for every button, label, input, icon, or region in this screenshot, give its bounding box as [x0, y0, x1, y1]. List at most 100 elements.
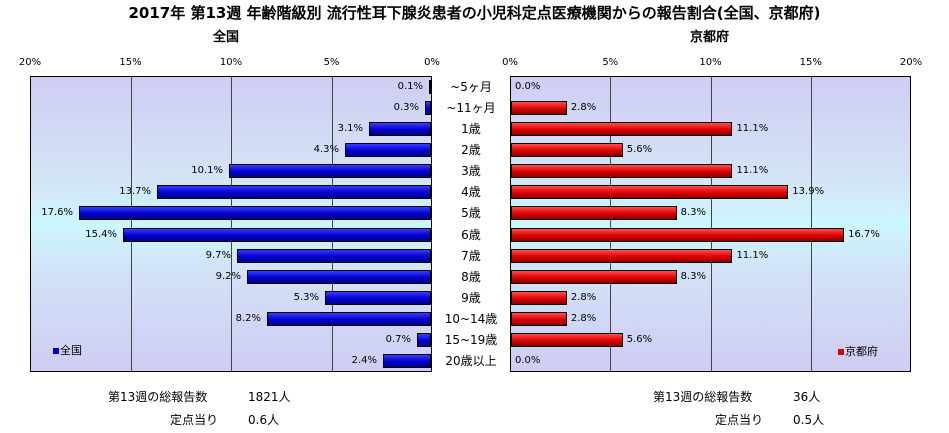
national-per-value: 0.6人 — [248, 413, 280, 427]
kyoto-data-label: 5.6% — [626, 334, 653, 346]
national-bar — [157, 185, 431, 200]
national-data-label: 17.6% — [41, 207, 73, 219]
national-bar — [369, 121, 431, 136]
kyoto-per-value: 0.5人 — [793, 413, 825, 427]
national-legend: 全国 — [53, 345, 82, 357]
age-category-label: 5歳 — [461, 206, 481, 221]
age-category-label: 3歳 — [461, 164, 481, 179]
national-data-label: 13.7% — [119, 186, 151, 198]
chart-title: 2017年 第13週 年齢階級別 流行性耳下腺炎患者の小児科定点医療機関からの報… — [128, 4, 821, 22]
age-category-label: ~11ヶ月 — [446, 100, 496, 115]
kyoto-bar — [511, 100, 567, 115]
national-bar — [429, 79, 431, 94]
kyoto-bar — [511, 269, 677, 284]
kyoto-data-label: 2.8% — [570, 292, 597, 303]
kyoto-heading: 京都府 — [690, 30, 730, 45]
national-data-label: 0.1% — [397, 80, 423, 92]
kyoto-bar — [511, 312, 567, 327]
national-gridline — [130, 77, 132, 371]
national-total-value: 1821人 — [248, 390, 291, 404]
national-data-label: 0.7% — [385, 334, 411, 346]
kyoto-data-label: 11.1% — [736, 165, 769, 177]
national-data-label: 15.4% — [85, 228, 117, 240]
kyoto-gridline — [610, 77, 612, 371]
kyoto-data-label: 8.3% — [680, 207, 706, 219]
kyoto-gridline — [710, 77, 712, 371]
national-tick-label: 5% — [323, 57, 340, 68]
kyoto-tick-label: 0% — [502, 57, 518, 68]
national-tick-label: 20% — [18, 57, 42, 68]
kyoto-bar — [511, 121, 733, 136]
kyoto-tick-label: 10% — [699, 57, 722, 68]
age-category-label: 1歳 — [461, 121, 481, 136]
age-category-label: ~5ヶ月 — [450, 79, 492, 94]
kyoto-data-label: 5.6% — [626, 144, 653, 155]
age-category-label: 15~19歳 — [444, 333, 498, 348]
kyoto-plot-area: 京都府 0.0% 2.8% 11.1% 5.6% 11.1% 13.9% 8.3% 16.7%… — [510, 76, 911, 372]
age-category-label: 9歳 — [461, 291, 481, 305]
national-bar — [345, 143, 431, 157]
national-bar — [325, 291, 431, 305]
kyoto-data-label: 2.8% — [570, 101, 597, 113]
age-category-label: 7歳 — [461, 248, 481, 263]
kyoto-bar — [511, 248, 733, 263]
national-tick-label: 10% — [219, 57, 243, 68]
national-data-label: 9.2% — [215, 270, 241, 282]
kyoto-tick-label: 15% — [799, 57, 822, 68]
kyoto-gridline — [810, 77, 812, 371]
age-category-label: 8歳 — [461, 269, 481, 284]
national-data-label: 3.1% — [337, 122, 363, 134]
national-data-label: 0.3% — [393, 101, 419, 113]
kyoto-data-label: 11.1% — [736, 122, 769, 134]
age-category-label: 10~14歳 — [444, 312, 498, 327]
national-tick-label: 0% — [424, 57, 440, 68]
national-data-label: 2.4% — [351, 355, 377, 367]
national-data-label: 4.3% — [313, 144, 339, 155]
national-bar — [229, 164, 431, 179]
national-bar — [383, 354, 431, 369]
national-total-label: 第13週の総報告数 — [108, 390, 208, 404]
kyoto-tick-label: 5% — [602, 57, 619, 68]
kyoto-total-value: 36人 — [793, 390, 821, 404]
national-legend-swatch — [53, 348, 59, 354]
national-data-label: 5.3% — [293, 292, 319, 303]
kyoto-bar — [511, 227, 845, 242]
kyoto-data-label: 8.3% — [680, 270, 706, 282]
kyoto-data-label: 0.0% — [515, 80, 541, 92]
kyoto-per-label: 定点当り — [715, 413, 764, 427]
age-category-label: 20歳以上 — [445, 354, 497, 369]
kyoto-data-label: 2.8% — [570, 313, 597, 325]
kyoto-legend-swatch — [838, 349, 844, 355]
national-legend-label: 全国 — [60, 344, 82, 357]
national-bar — [425, 100, 431, 115]
kyoto-legend-label: 京都府 — [845, 345, 878, 358]
national-bar — [123, 227, 431, 242]
kyoto-bar — [511, 143, 623, 157]
national-data-label: 9.7% — [205, 249, 231, 261]
age-category-label: 4歳 — [461, 185, 481, 200]
kyoto-bar — [511, 206, 677, 221]
kyoto-tick-label: 20% — [899, 57, 923, 68]
national-data-label: 8.2% — [235, 313, 261, 325]
national-bar — [417, 333, 431, 348]
national-bar — [79, 206, 431, 221]
age-category-label: 2歳 — [461, 143, 481, 157]
kyoto-bar — [511, 333, 623, 348]
kyoto-data-label: 13.9% — [792, 186, 825, 198]
national-heading: 全国 — [213, 30, 240, 45]
national-per-label: 定点当り — [170, 413, 219, 427]
kyoto-bar — [511, 164, 733, 179]
national-bar — [237, 248, 431, 263]
kyoto-bar — [511, 185, 789, 200]
kyoto-total-label: 第13週の総報告数 — [653, 390, 753, 404]
kyoto-legend: 京都府 — [838, 346, 878, 358]
national-bar — [267, 312, 431, 327]
national-tick-label: 15% — [119, 57, 142, 68]
age-category-label: 6歳 — [461, 227, 481, 242]
national-bar — [247, 269, 431, 284]
national-gridline — [331, 77, 333, 371]
kyoto-data-label: 11.1% — [736, 249, 769, 261]
national-gridline — [231, 77, 232, 371]
kyoto-bar — [511, 291, 567, 305]
national-plot-area: 全国 0.1% 0.3% 3.1% 4.3% 10.1% 13.7% 17.6% 15.4% 9… — [30, 76, 432, 372]
